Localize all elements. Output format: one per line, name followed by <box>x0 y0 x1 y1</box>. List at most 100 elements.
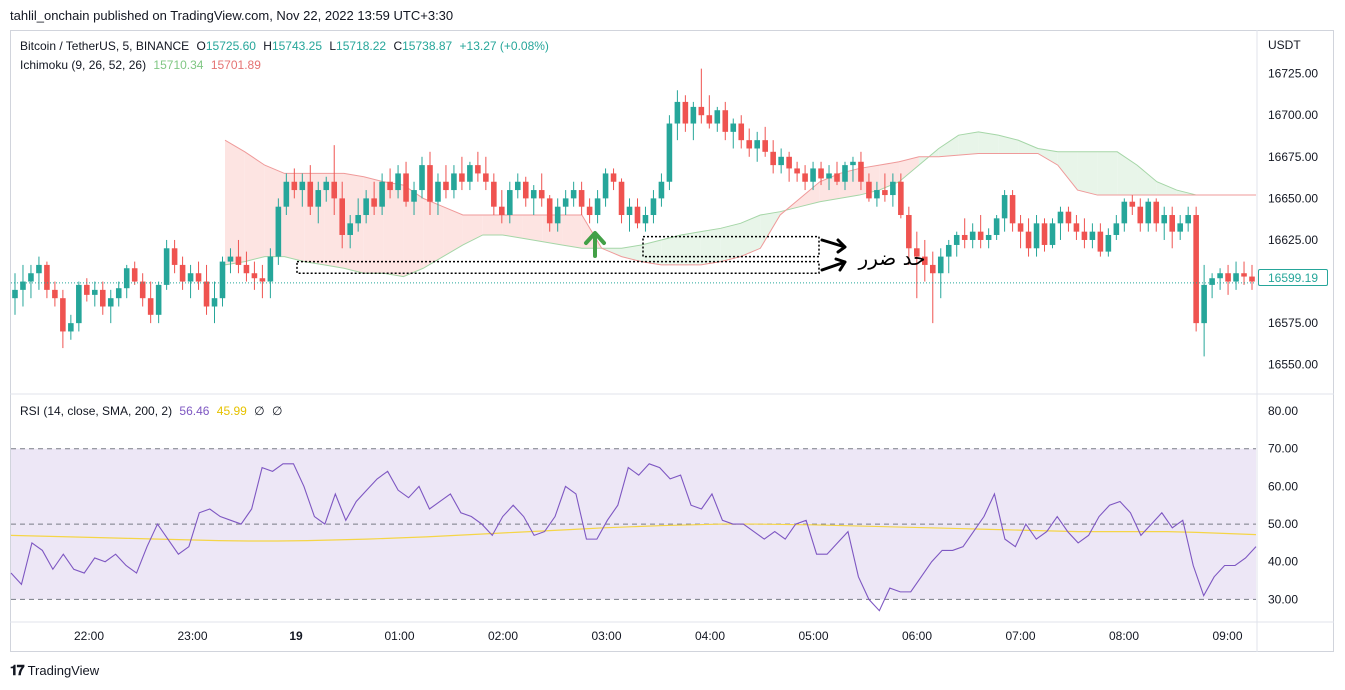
candle-body <box>267 256 274 282</box>
ichimoku-cloud-segment <box>304 173 325 265</box>
candle-body <box>810 168 816 182</box>
ichimoku-cloud-segment <box>383 181 404 277</box>
ichimoku-cloud-segment <box>998 135 1019 154</box>
candle-body <box>123 268 130 289</box>
candle-body <box>562 198 569 207</box>
last-price-tag: 16599.19 <box>1258 269 1328 286</box>
candle-body <box>227 256 234 262</box>
candle-body <box>586 206 593 216</box>
candle-body <box>977 231 984 240</box>
annotation-arrow-lower[interactable] <box>820 257 847 272</box>
candle-body <box>28 273 34 282</box>
candle-body <box>435 181 441 202</box>
candle-body <box>969 231 976 240</box>
candle-body <box>1185 215 1191 224</box>
close-label: C <box>393 39 403 53</box>
ichimoku-name: Ichimoku (9, 26, 52, 26) <box>20 58 147 72</box>
candle-body <box>283 181 290 207</box>
candle-body <box>107 298 114 307</box>
candle-body <box>251 273 258 279</box>
rsi-legend[interactable]: RSI (14, close, SMA, 200, 2) 56.46 45.99… <box>20 404 286 418</box>
candle-body <box>1009 195 1016 224</box>
candle-body <box>219 261 226 299</box>
candle-body <box>459 173 465 182</box>
candle-body <box>1017 223 1024 232</box>
candle-body <box>826 173 832 179</box>
symbol-legend[interactable]: Bitcoin / TetherUS, 5, BINANCE O15725.60… <box>20 39 553 53</box>
ichimoku-cloud-segment <box>1097 151 1118 196</box>
arrow-up-icon[interactable] <box>584 231 606 258</box>
candle-body <box>1217 273 1223 279</box>
candle-body <box>147 298 154 315</box>
ichimoku-cloud-segment <box>502 215 523 239</box>
time-tick-label: 22:00 <box>74 629 104 643</box>
candle-body <box>1121 201 1128 224</box>
price-tick-label: 16550.00 <box>1268 358 1318 372</box>
candle-body <box>299 181 306 191</box>
candle-body <box>1089 231 1096 240</box>
candle-body <box>698 106 705 116</box>
candle-body <box>658 181 665 199</box>
time-tick-label: 19 <box>289 629 303 643</box>
ichimoku-cloud-segment <box>1077 151 1098 196</box>
price-tick-label: 16675.00 <box>1268 150 1318 164</box>
candle-body <box>1065 211 1072 224</box>
annotation-box-lower[interactable] <box>296 260 820 274</box>
candle-body <box>499 206 505 216</box>
candle-body <box>866 181 872 199</box>
change-value: +13.27 (+0.08%) <box>459 39 549 53</box>
candle-body <box>1241 273 1247 277</box>
candle-body <box>929 264 936 274</box>
footer-brand[interactable]: TradingView <box>27 663 100 678</box>
ichimoku-cloud-segment <box>482 215 503 235</box>
candle-body <box>76 284 82 324</box>
candle-body <box>60 298 66 332</box>
candle-body <box>1081 231 1088 240</box>
rsi-tick-label: 30.00 <box>1268 592 1298 606</box>
candle-body <box>36 264 42 274</box>
candle-body <box>730 123 737 132</box>
candle-body <box>1097 231 1104 252</box>
tradingview-logo-icon[interactable]: 𝟏𝟕 <box>10 662 25 678</box>
time-tick-label: 02:00 <box>488 629 518 643</box>
candle-body <box>68 323 74 332</box>
candle-body <box>1193 215 1199 324</box>
time-tick-label: 06:00 <box>902 629 932 643</box>
candle-body <box>722 110 729 132</box>
candle-body <box>491 181 497 207</box>
candle-body <box>610 173 617 182</box>
price-tick-label: 16700.00 <box>1268 108 1318 122</box>
ichimoku-legend[interactable]: Ichimoku (9, 26, 52, 26) 15710.34 15701.… <box>20 58 265 72</box>
candle-body <box>395 173 401 191</box>
annotation-arrow-upper[interactable] <box>820 238 847 254</box>
candle-body <box>347 223 353 235</box>
annotation-box-upper[interactable] <box>642 235 820 258</box>
candle-body <box>618 181 625 216</box>
candle-body <box>1169 215 1175 232</box>
ichimoku-cloud-segment <box>522 215 543 242</box>
candle-body <box>187 273 194 282</box>
candle-body <box>770 151 776 166</box>
candle-body <box>331 181 338 199</box>
candle-body <box>818 168 824 179</box>
rsi-line <box>10 463 1257 612</box>
ichimoku-cloud-segment <box>324 173 344 269</box>
ichimoku-cloud-segment <box>343 173 364 274</box>
candle-body <box>507 190 513 216</box>
price-tick-label: 16725.00 <box>1268 67 1318 81</box>
candle-body <box>139 281 146 299</box>
candle-body <box>451 173 457 191</box>
candle-body <box>530 190 537 199</box>
candle-body <box>1129 201 1136 207</box>
candle-body <box>1033 223 1040 249</box>
ichimoku-cloud-segment <box>641 239 662 265</box>
publisher-line: tahlil_onchain published on TradingView.… <box>10 8 454 23</box>
high-label: H <box>263 39 272 53</box>
candle-body <box>411 190 417 202</box>
candle-body <box>171 248 178 265</box>
stop-loss-label[interactable]: حد ضرر <box>858 246 926 270</box>
candle-body <box>937 256 944 274</box>
candle-body <box>594 198 601 216</box>
time-tick-label: 01:00 <box>384 629 414 643</box>
